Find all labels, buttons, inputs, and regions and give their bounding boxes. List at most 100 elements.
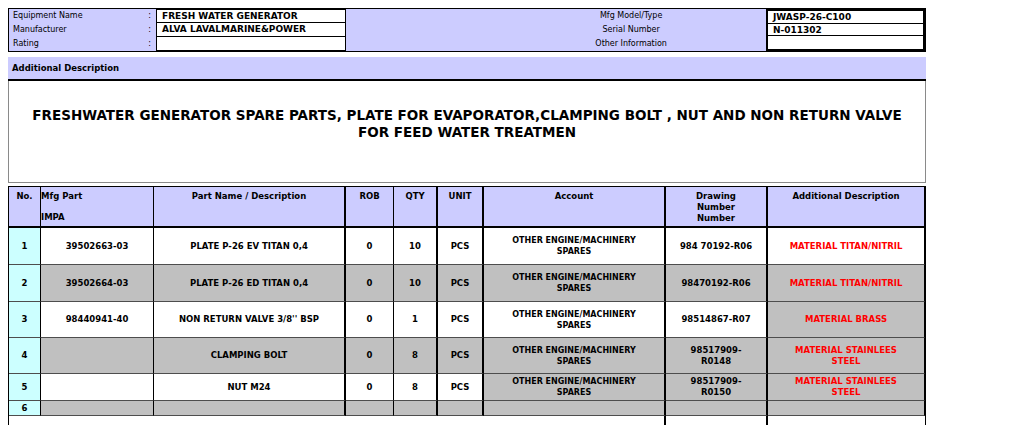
additional-description-cell[interactable]: MATERIAL STAINLEES STEEL xyxy=(768,338,925,374)
equipment-name-label-cell: Equipment Name: xyxy=(9,9,156,23)
other-information-field[interactable] xyxy=(768,36,923,49)
additional-description-band: Additional Description xyxy=(8,57,926,81)
additional-description-text: MATERIAL STAINLEES STEEL xyxy=(795,376,897,398)
drawing-number-cell[interactable] xyxy=(666,401,768,416)
additional-description-text: MATERIAL TITAN/NITRIL xyxy=(790,278,903,289)
partial-row-cell[interactable] xyxy=(768,416,925,425)
rating-field[interactable] xyxy=(157,37,345,50)
drawing-number-cell[interactable]: 98517909- R0148 xyxy=(666,338,768,374)
manufacturer-label: Manufacturer xyxy=(13,23,67,37)
rob-cell[interactable] xyxy=(346,401,394,416)
unit-cell[interactable]: PCS xyxy=(438,265,484,302)
unit-cell[interactable]: PCS xyxy=(438,302,484,338)
part-name-cell[interactable]: NUT M24 xyxy=(154,374,346,401)
part-name-cell[interactable]: CLAMPING BOLT xyxy=(154,338,346,374)
drawing-number-cell[interactable]: 98514867-R07 xyxy=(666,302,768,338)
row-number-cell[interactable]: 3 xyxy=(9,302,41,338)
row-number-cell[interactable]: 6 xyxy=(9,401,41,416)
drawing-number-cell[interactable]: 98517909- R0150 xyxy=(666,374,768,401)
account-cell[interactable]: OTHER ENGINE/MACHINERY SPARES xyxy=(484,374,666,401)
qty-cell[interactable]: 10 xyxy=(394,228,438,265)
part-name-cell[interactable]: PLATE P-26 ED TITAN 0,4 xyxy=(154,265,346,302)
additional-description-text: MATERIAL STAINLEES STEEL xyxy=(795,345,897,367)
left-value-boxes: FRESH WATER GENERATOR ALVA LAVALMARINE&P… xyxy=(156,9,346,51)
part-name-cell[interactable] xyxy=(154,401,346,416)
row-number-cell[interactable]: 2 xyxy=(9,265,41,302)
unit-cell[interactable]: PCS xyxy=(438,374,484,401)
qty-cell[interactable]: 1 xyxy=(394,302,438,338)
rob-cell[interactable]: 0 xyxy=(346,302,394,338)
rob-cell[interactable]: 0 xyxy=(346,338,394,374)
header-no: No. xyxy=(9,187,41,228)
header-rob: ROB xyxy=(346,187,394,228)
header-drawing-number: Drawing Number Number xyxy=(666,187,768,228)
description-title-box[interactable]: FRESHWATER GENERATOR SPARE PARTS, PLATE … xyxy=(8,81,926,183)
header-part-name: Part Name / Description xyxy=(154,187,346,228)
header-account: Account xyxy=(484,187,666,228)
account-cell[interactable]: OTHER ENGINE/MACHINERY SPARES xyxy=(484,228,666,265)
qty-cell[interactable]: 8 xyxy=(394,374,438,401)
additional-description-text: MATERIAL BRASS xyxy=(805,314,887,325)
serial-number-field[interactable]: N-011302 xyxy=(768,24,923,37)
partial-row-cell[interactable] xyxy=(438,416,484,425)
account-cell[interactable] xyxy=(484,401,666,416)
partial-row-cell[interactable] xyxy=(346,416,394,425)
header-mfg-part: Mfg Part xyxy=(41,191,82,202)
colon: : xyxy=(148,37,151,51)
additional-description-cell[interactable]: MATERIAL STAINLEES STEEL xyxy=(768,374,925,401)
qty-cell[interactable]: 10 xyxy=(394,265,438,302)
partial-row-cell[interactable] xyxy=(484,416,666,425)
rob-cell[interactable]: 0 xyxy=(346,228,394,265)
unit-cell[interactable] xyxy=(438,401,484,416)
additional-description-cell[interactable]: MATERIAL TITAN/NITRIL xyxy=(768,228,925,265)
row-number-cell[interactable]: 5 xyxy=(9,374,41,401)
qty-cell[interactable]: 8 xyxy=(394,338,438,374)
additional-description-cell[interactable]: MATERIAL BRASS xyxy=(768,302,925,338)
mfg-part-cell[interactable] xyxy=(41,338,154,374)
page-title: FRESHWATER GENERATOR SPARE PARTS, PLATE … xyxy=(32,107,901,141)
manufacturer-field[interactable]: ALVA LAVALMARINE&POWER xyxy=(157,23,345,36)
drawing-number-cell[interactable]: 984 70192-R06 xyxy=(666,228,768,265)
rob-cell[interactable]: 0 xyxy=(346,374,394,401)
colon: : xyxy=(148,23,151,37)
header-impa: IMPA xyxy=(41,212,65,223)
drawing-number-cell[interactable]: 98470192-R06 xyxy=(666,265,768,302)
mfg-part-cell[interactable]: 39502663-03 xyxy=(41,228,154,265)
unit-cell[interactable]: PCS xyxy=(438,228,484,265)
row-number-cell[interactable]: 1 xyxy=(9,228,41,265)
part-name-cell[interactable]: NON RETURN VALVE 3/8'' BSP xyxy=(154,302,346,338)
additional-description-cell[interactable] xyxy=(768,401,925,416)
header-unit: UNIT xyxy=(438,187,484,228)
rob-cell[interactable]: 0 xyxy=(346,265,394,302)
right-value-boxes: JWASP-26-C100 N-011302 xyxy=(766,9,925,51)
partial-row-cell[interactable] xyxy=(41,416,154,425)
part-name-cell[interactable]: PLATE P-26 EV TITAN 0,4 xyxy=(154,228,346,265)
account-cell[interactable]: OTHER ENGINE/MACHINERY SPARES xyxy=(484,265,666,302)
account-cell[interactable]: OTHER ENGINE/MACHINERY SPARES xyxy=(484,302,666,338)
account-cell[interactable]: OTHER ENGINE/MACHINERY SPARES xyxy=(484,338,666,374)
partial-row-cell[interactable] xyxy=(9,416,41,425)
equipment-name-field[interactable]: FRESH WATER GENERATOR xyxy=(157,10,345,23)
rating-label: Rating xyxy=(13,37,39,51)
partial-row-cell[interactable] xyxy=(666,416,768,425)
additional-description-text: MATERIAL TITAN/NITRIL xyxy=(790,241,903,252)
equipment-header-form: Equipment Name: Mfg Model/Type : Manufac… xyxy=(8,8,926,52)
additional-description-cell[interactable]: MATERIAL TITAN/NITRIL xyxy=(768,265,925,302)
equipment-name-label: Equipment Name xyxy=(13,9,83,23)
parts-table: No. Mfg Part IMPA Part Name / Descriptio… xyxy=(8,186,926,425)
qty-cell[interactable] xyxy=(394,401,438,416)
partial-row-cell[interactable] xyxy=(154,416,346,425)
header-additional-description: Additional Description xyxy=(768,187,925,228)
mfg-part-cell[interactable] xyxy=(41,374,154,401)
mfg-model-type-field[interactable]: JWASP-26-C100 xyxy=(768,11,923,24)
header-mfg-part-impa: Mfg Part IMPA xyxy=(41,187,154,228)
header-qty: QTY xyxy=(394,187,438,228)
row-number-cell[interactable]: 4 xyxy=(9,338,41,374)
partial-row-cell[interactable] xyxy=(394,416,438,425)
mfg-part-cell[interactable] xyxy=(41,401,154,416)
mfg-part-cell[interactable]: 39502664-03 xyxy=(41,265,154,302)
additional-description-label: Additional Description xyxy=(12,63,119,73)
unit-cell[interactable]: PCS xyxy=(438,338,484,374)
manufacturer-label-cell: Manufacturer: xyxy=(9,23,156,37)
mfg-part-cell[interactable]: 98440941-40 xyxy=(41,302,154,338)
